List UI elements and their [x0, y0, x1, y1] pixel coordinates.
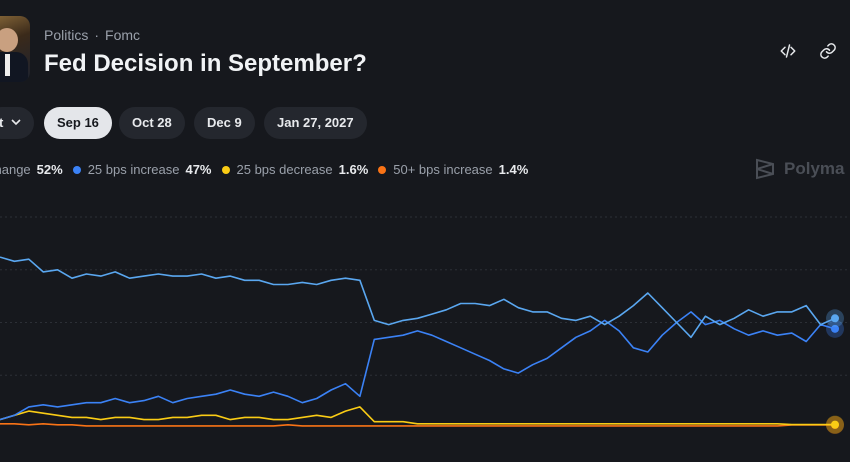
series-endpoint-dot [831, 324, 839, 333]
category-link[interactable]: Politics [44, 27, 89, 43]
legend-dot [221, 165, 230, 174]
series-line-25-bps-increase [0, 311, 836, 421]
tag-link[interactable]: Fomc [105, 27, 141, 43]
breadcrumb-separator: · [94, 27, 100, 43]
link-icon [820, 43, 836, 59]
copy-link-button[interactable] [815, 38, 841, 64]
polymarket-logo-icon [756, 158, 774, 180]
watermark-text: Polyma [784, 159, 845, 178]
series-line-25-bps-decrease [0, 406, 835, 426]
polymarket-watermark: Polyma [754, 157, 844, 181]
legend-item-25-bps-decrease: 25 bps decrease 1.6% [221, 162, 368, 177]
legend-dot [378, 165, 387, 174]
date-chip-jan-27-2027[interactable]: Jan 27, 2027 [264, 107, 367, 139]
chevron-down-icon [11, 107, 21, 139]
outcome-selector[interactable]: t [0, 107, 35, 139]
date-chip-oct-28[interactable]: Oct 28 [119, 107, 185, 139]
embed-button[interactable] [775, 38, 801, 64]
page-title: Fed Decision in September? [44, 50, 367, 77]
legend-dot [72, 165, 81, 174]
series-endpoint-dot [831, 314, 839, 323]
series-endpoint-dot [831, 420, 839, 429]
breadcrumb: Politics · Fomc [44, 27, 140, 43]
legend-item-50-bps-increase: 50+ bps increase 1.4% [378, 162, 528, 177]
chart-canvas[interactable] [0, 195, 850, 462]
legend-item-25-bps-increase: 25 bps increase 47% [72, 162, 212, 177]
series-line-change [0, 256, 836, 339]
outcome-selector-label: t [0, 115, 4, 130]
date-chip-sep-16[interactable]: Sep 16 [44, 107, 112, 139]
series-line-50-bps-increase [0, 423, 835, 427]
market-avatar [0, 16, 30, 82]
probability-chart[interactable] [0, 195, 850, 462]
legend-item-change: change52% [0, 162, 63, 177]
code-icon [780, 44, 796, 58]
date-chip-dec-9[interactable]: Dec 9 [194, 107, 255, 139]
